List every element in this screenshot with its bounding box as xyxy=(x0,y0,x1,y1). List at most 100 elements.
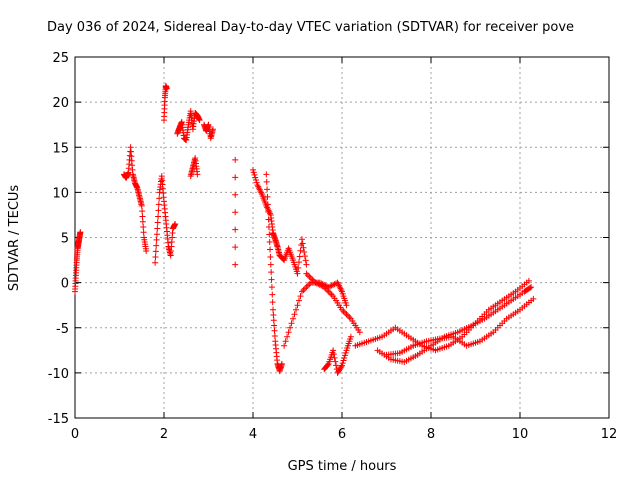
data-point xyxy=(152,254,159,261)
data-point xyxy=(253,179,260,186)
data-point xyxy=(304,282,311,289)
data-point xyxy=(297,247,304,254)
data-point xyxy=(525,277,532,284)
data-point xyxy=(232,156,239,163)
data-point xyxy=(343,311,350,318)
data-point xyxy=(291,311,298,318)
data-point xyxy=(264,193,271,200)
data-point xyxy=(232,261,239,268)
data-point xyxy=(293,306,300,313)
data-point xyxy=(252,177,259,184)
data-point xyxy=(232,226,239,233)
x-tick-label: 4 xyxy=(249,427,257,442)
data-point xyxy=(338,363,345,370)
data-point xyxy=(340,357,347,364)
x-tick-label: 10 xyxy=(512,427,529,442)
data-points xyxy=(72,82,537,376)
data-point xyxy=(325,288,332,295)
x-tick-label: 12 xyxy=(601,427,618,442)
data-point xyxy=(163,85,170,92)
data-point xyxy=(155,207,162,214)
data-point xyxy=(306,273,313,280)
data-point xyxy=(250,169,257,176)
y-tick-label: 0 xyxy=(61,277,69,292)
data-point xyxy=(299,240,306,247)
data-point xyxy=(252,174,259,181)
data-point xyxy=(341,354,348,361)
data-point xyxy=(268,284,275,291)
data-point xyxy=(232,244,239,251)
data-point xyxy=(268,269,275,276)
data-point xyxy=(152,259,159,266)
data-point xyxy=(309,276,316,283)
data-point xyxy=(298,288,305,295)
data-point xyxy=(284,333,291,340)
data-point xyxy=(528,284,535,291)
data-point xyxy=(139,208,146,215)
data-point xyxy=(263,178,270,185)
data-point xyxy=(209,126,216,133)
data-point xyxy=(346,314,353,321)
data-point xyxy=(278,360,285,367)
data-point xyxy=(269,291,276,298)
data-point xyxy=(153,242,160,249)
data-point xyxy=(333,362,340,369)
data-point xyxy=(264,186,271,193)
data-point xyxy=(139,218,146,225)
data-point xyxy=(297,293,304,300)
data-point xyxy=(281,342,288,349)
data-point xyxy=(339,360,346,367)
data-point xyxy=(282,338,289,345)
y-tick-label: 5 xyxy=(61,232,69,247)
data-point xyxy=(295,297,302,304)
data-point xyxy=(138,202,145,209)
data-point xyxy=(271,327,278,334)
data-point xyxy=(271,333,278,340)
data-point xyxy=(285,329,292,336)
data-point xyxy=(341,352,348,359)
data-point xyxy=(331,354,338,361)
y-tick-label: -15 xyxy=(48,412,69,427)
y-tick-label: 10 xyxy=(52,186,69,201)
data-point xyxy=(266,231,273,238)
data-point xyxy=(153,231,160,238)
data-point xyxy=(268,276,275,283)
axis-ticks: 0 2 4 6 8 10 12 -15 -10 -5 0 5 10 15 20 25 xyxy=(48,51,618,442)
data-point xyxy=(77,229,84,236)
data-point xyxy=(280,256,287,263)
data-point xyxy=(155,213,162,220)
data-point xyxy=(298,236,305,243)
y-tick-label: 20 xyxy=(52,96,69,111)
data-point xyxy=(232,191,239,198)
data-point xyxy=(250,166,256,173)
data-point xyxy=(295,264,302,271)
data-point xyxy=(265,223,272,230)
data-point xyxy=(301,285,308,292)
data-point xyxy=(263,171,270,178)
x-tick-label: 8 xyxy=(427,427,435,442)
data-point xyxy=(267,246,274,253)
data-point xyxy=(294,270,301,277)
data-point xyxy=(270,311,277,318)
data-point xyxy=(232,174,239,181)
data-point xyxy=(327,290,334,297)
data-point xyxy=(156,195,163,202)
y-tick-label: -5 xyxy=(56,322,69,337)
data-point xyxy=(339,362,345,369)
data-point xyxy=(270,317,277,324)
data-point xyxy=(267,254,274,261)
data-point xyxy=(287,324,294,331)
data-point xyxy=(343,302,350,309)
y-tick-label: -10 xyxy=(48,367,69,382)
data-point xyxy=(296,253,303,260)
data-point xyxy=(153,236,160,243)
data-point xyxy=(302,257,309,264)
data-point xyxy=(154,225,161,232)
data-point xyxy=(266,239,273,246)
data-point xyxy=(265,208,272,215)
data-point xyxy=(300,244,307,251)
data-point xyxy=(303,270,310,277)
data-point xyxy=(306,281,313,288)
y-tick-label: 15 xyxy=(52,141,69,156)
data-point xyxy=(154,219,161,226)
